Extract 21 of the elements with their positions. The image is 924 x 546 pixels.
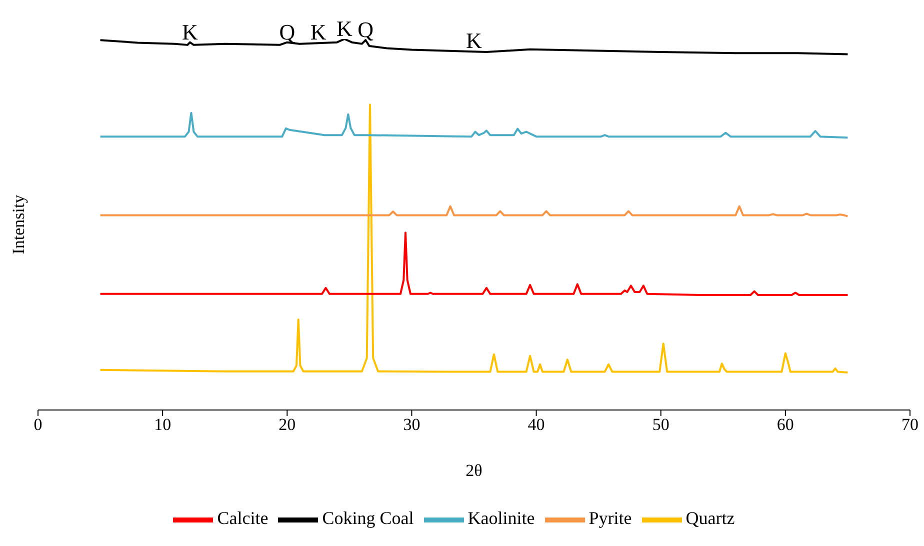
annotation: K bbox=[182, 19, 198, 44]
annotation: Q bbox=[358, 17, 374, 42]
x-tick-label: 70 bbox=[902, 415, 918, 434]
legend-label: Pyrite bbox=[588, 508, 632, 528]
legend-label: Calcite bbox=[217, 508, 268, 528]
annotation: K bbox=[466, 28, 482, 53]
x-tick-label: 50 bbox=[652, 415, 670, 434]
annotation: K bbox=[336, 16, 352, 41]
legend-label: Quartz bbox=[686, 508, 735, 528]
x-tick-label: 10 bbox=[154, 415, 172, 434]
legend-label: Kaolinite bbox=[468, 508, 535, 528]
legend-label: Coking Coal bbox=[322, 508, 414, 528]
x-tick-label: 0 bbox=[34, 415, 42, 434]
annotation: Q bbox=[279, 19, 296, 44]
annotation: K bbox=[310, 19, 326, 44]
x-axis-title: 2θ bbox=[466, 461, 482, 480]
x-tick-label: 20 bbox=[278, 415, 296, 434]
x-tick-label: 40 bbox=[528, 415, 545, 434]
y-axis-title: Intensity bbox=[9, 194, 28, 254]
x-tick-label: 30 bbox=[403, 415, 420, 434]
x-tick-label: 60 bbox=[776, 415, 794, 434]
